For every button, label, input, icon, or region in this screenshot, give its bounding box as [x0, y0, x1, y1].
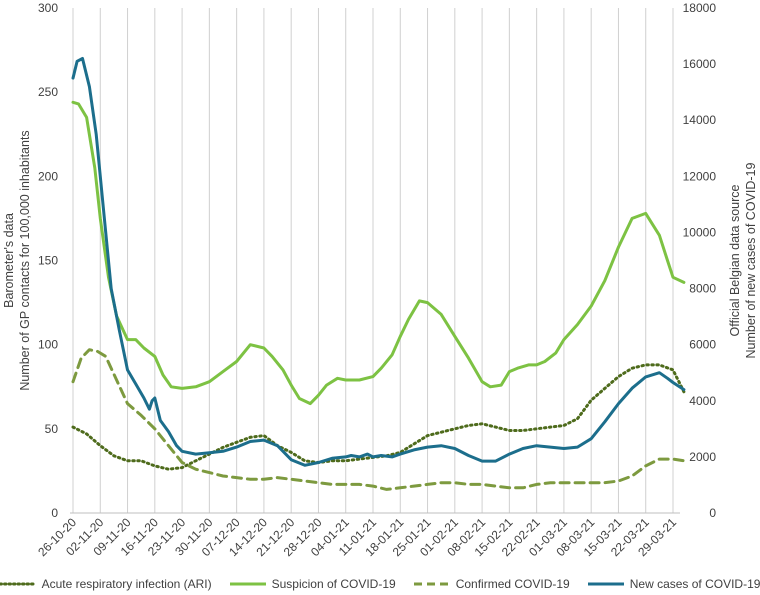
- series-line-confirmed-covid-19: [71, 348, 686, 491]
- legend-item-confirmed: Confirmed COVID-19: [413, 577, 570, 591]
- legend-swatch-ari: [0, 582, 36, 586]
- legend-swatch-new-cases: [587, 582, 624, 586]
- y-right-title-line2: Number of new cases of COVID-19: [744, 163, 758, 359]
- legend-swatch-suspicion: [229, 582, 266, 586]
- legend-swatch-confirmed: [413, 582, 450, 586]
- y-left-tick-0: 0: [51, 506, 58, 520]
- series-line-new-cases-of-covid-19: [71, 57, 686, 467]
- legend-item-new-cases: New cases of COVID-19: [587, 577, 760, 591]
- y-right-tick-6: 12000: [683, 169, 717, 183]
- y-right-tick-9: 18000: [683, 1, 717, 15]
- y-left-tick-1: 50: [45, 422, 59, 436]
- y-left-tick-3: 150: [38, 254, 58, 268]
- legend: Acute respiratory infection (ARI) Suspic…: [0, 574, 760, 594]
- legend-label-suspicion: Suspicion of COVID-19: [271, 577, 396, 591]
- legend-item-suspicion: Suspicion of COVID-19: [229, 577, 396, 591]
- y-left-tick-6: 300: [38, 1, 58, 15]
- legend-label-confirmed: Confirmed COVID-19: [455, 577, 570, 591]
- y-right-tick-0: 0: [709, 506, 716, 520]
- y-left-tick-4: 200: [38, 169, 58, 183]
- y-right-title-line1: Official Belgian data source: [728, 184, 742, 336]
- series-line-suspicion-of-covid-19: [71, 100, 686, 406]
- y-right-tick-3: 6000: [689, 338, 716, 352]
- legend-label-ari: Acute respiratory infection (ARI): [41, 577, 212, 591]
- series-line-acute-respiratory-infection-ari: [71, 363, 686, 471]
- y-left-tick-5: 250: [38, 85, 58, 99]
- y-right-tick-8: 16000: [683, 57, 717, 71]
- y-right-tick-4: 8000: [689, 282, 716, 296]
- y-left-title-line1: Barometer's data: [2, 213, 16, 308]
- legend-item-ari: Acute respiratory infection (ARI): [0, 577, 212, 591]
- y-right-tick-5: 10000: [683, 225, 717, 239]
- chart-canvas: 0 50 100 150 200 250 300 0 2000 4000 6000 8000 10000…: [2, 1, 758, 559]
- y-right-tick-1: 2000: [689, 450, 716, 464]
- y-left-tick-2: 100: [38, 338, 58, 352]
- y-left-title-line2: Number of GP contacts for 100,000 inhabi…: [18, 130, 32, 390]
- y-right-tick-2: 4000: [689, 394, 716, 408]
- legend-label-new-cases: New cases of COVID-19: [629, 577, 760, 591]
- y-right-tick-7: 14000: [683, 113, 717, 127]
